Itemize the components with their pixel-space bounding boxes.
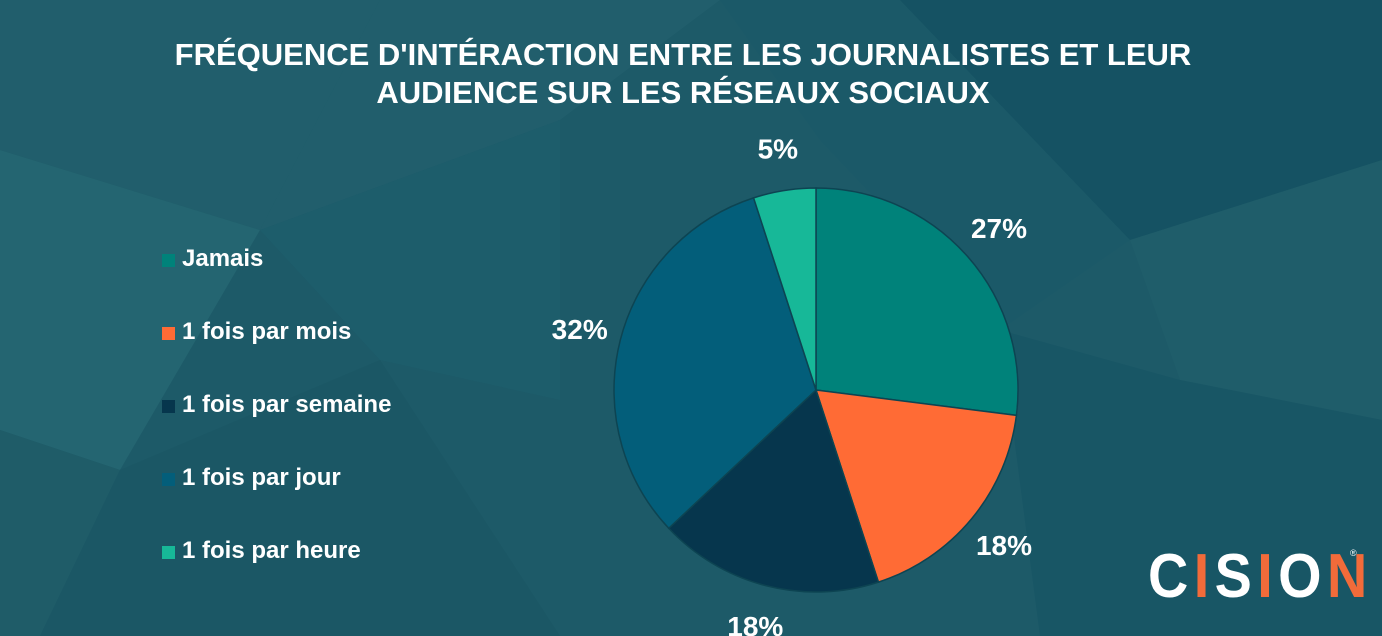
legend-swatch-jour (162, 473, 175, 486)
logo-letter-o: O (1278, 542, 1327, 611)
legend-label-mois: 1 fois par mois (182, 318, 352, 345)
chart-title-line-2: AUDIENCE SUR LES RÉSEAUX SOCIAUX (376, 75, 990, 110)
pie-label-jour: 32% (552, 314, 608, 345)
logo-letter-i: I (1193, 542, 1215, 611)
legend-swatch-mois (162, 327, 175, 340)
pie-label-heure: 5% (758, 134, 799, 165)
logo-letter-n: N (1326, 542, 1373, 611)
legend-item-heure: 1 fois par heure (162, 536, 391, 609)
legend-label-jamais: Jamais (182, 245, 264, 272)
legend-label-heure: 1 fois par heure (182, 537, 361, 564)
legend-swatch-heure (162, 546, 175, 559)
logo-letter-c: C (1148, 542, 1194, 611)
legend-item-mois: 1 fois par mois (162, 317, 391, 390)
chart-title-line-1: FRÉQUENCE D'INTÉRACTION ENTRE LES JOURNA… (174, 37, 1192, 72)
legend-item-semaine: 1 fois par semaine (162, 390, 391, 463)
pie-slice-jamais (815, 187, 1019, 417)
chart-title: FRÉQUENCE D'INTÉRACTION ENTRE LES JOURNA… (0, 36, 1366, 112)
legend-item-jamais: Jamais (162, 244, 391, 317)
registered-mark: ® (1350, 548, 1357, 558)
logo-letter-i2: I (1257, 542, 1279, 611)
pie-label-semaine: 18% (727, 611, 783, 636)
legend-swatch-jamais (162, 254, 175, 267)
legend-label-semaine: 1 fois par semaine (182, 391, 392, 418)
legend-label-jour: 1 fois par jour (182, 464, 341, 491)
pie-label-mois: 18% (976, 530, 1032, 561)
pie-slice-jour (613, 196, 817, 530)
legend-swatch-semaine (162, 400, 175, 413)
legend-item-jour: 1 fois par jour (162, 463, 391, 536)
pie-slice-heure (752, 187, 817, 391)
cision-logo: CISION (1148, 544, 1373, 610)
pie-label-jamais: 27% (971, 213, 1027, 244)
chart-legend: Jamais 1 fois par mois 1 fois par semain… (162, 244, 391, 609)
logo-letter-s: S (1214, 542, 1258, 611)
pie-slice-semaine (667, 388, 880, 593)
pie-slice-mois (814, 389, 1018, 584)
